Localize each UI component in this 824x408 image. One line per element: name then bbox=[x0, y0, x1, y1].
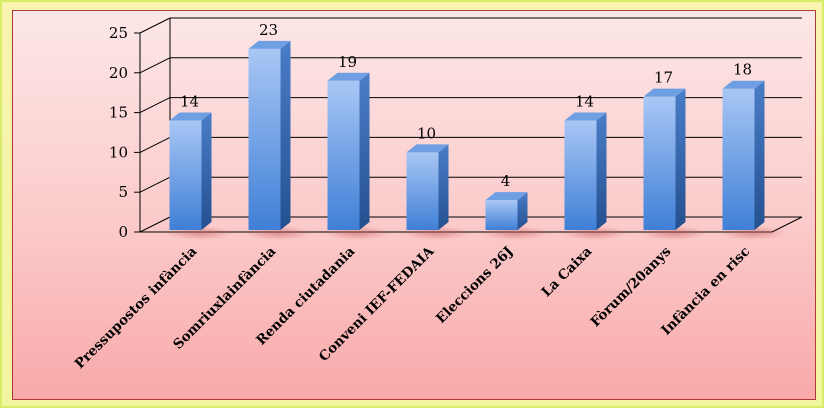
data-label: 4 bbox=[501, 172, 511, 190]
bar-top bbox=[722, 80, 765, 89]
bar bbox=[327, 72, 370, 230]
gridline-diagonal bbox=[139, 176, 171, 193]
bar-top bbox=[169, 112, 212, 121]
y-tick-label: 0 bbox=[118, 223, 128, 241]
y-tick-label: 25 bbox=[109, 24, 128, 42]
bar-front bbox=[327, 80, 360, 230]
bar-front bbox=[485, 200, 518, 230]
bar-top bbox=[248, 40, 291, 49]
gridline-diagonal bbox=[139, 216, 171, 233]
bar-side bbox=[438, 144, 449, 230]
bar bbox=[169, 112, 212, 230]
bars bbox=[165, 40, 787, 240]
y-axis bbox=[134, 18, 803, 233]
bar-top bbox=[406, 144, 449, 153]
bar-top bbox=[564, 112, 607, 121]
bar-side bbox=[596, 112, 607, 230]
data-label: 14 bbox=[575, 93, 594, 111]
bar bbox=[643, 88, 686, 231]
y-tick-label: 15 bbox=[109, 104, 128, 122]
y-tick-label: 20 bbox=[109, 64, 128, 82]
bar-side bbox=[280, 40, 291, 230]
bar-front bbox=[248, 48, 281, 230]
gridline-diagonal bbox=[139, 97, 171, 114]
data-label: 14 bbox=[180, 93, 199, 111]
bar-front bbox=[169, 120, 202, 230]
bar-front bbox=[722, 88, 755, 230]
y-tick-label: 10 bbox=[109, 143, 128, 161]
bar-side bbox=[517, 192, 528, 230]
bar bbox=[248, 40, 291, 230]
x-tick-label: Infància en risc bbox=[658, 244, 753, 339]
x-tick-label: La Caixa bbox=[539, 243, 596, 300]
gridline-diagonal bbox=[139, 17, 171, 34]
bar-top bbox=[643, 88, 686, 97]
data-label: 18 bbox=[733, 61, 752, 79]
x-tick-label: Eleccions 26J bbox=[433, 244, 516, 327]
y-tick-label: 5 bbox=[118, 183, 128, 201]
data-label: 19 bbox=[338, 53, 357, 71]
gridline-diagonal bbox=[139, 136, 171, 153]
bar-side bbox=[359, 72, 370, 230]
gridline-diagonal bbox=[139, 57, 171, 74]
data-label: 23 bbox=[259, 21, 278, 39]
bar-top bbox=[485, 192, 528, 201]
bar bbox=[406, 144, 449, 230]
bar-top bbox=[327, 72, 370, 81]
bar-front bbox=[643, 96, 676, 231]
bar-front bbox=[406, 152, 439, 230]
bar-side bbox=[675, 88, 686, 231]
bar bbox=[485, 192, 528, 230]
x-tick-label: Fòrum/20anys bbox=[587, 243, 674, 330]
data-label: 10 bbox=[417, 124, 436, 142]
bar-front bbox=[564, 120, 597, 230]
bar-side bbox=[754, 80, 765, 230]
bar bbox=[722, 80, 765, 230]
data-label: 17 bbox=[654, 69, 673, 87]
gridlines bbox=[139, 17, 802, 233]
bar bbox=[564, 112, 607, 230]
bar-side bbox=[201, 112, 212, 230]
